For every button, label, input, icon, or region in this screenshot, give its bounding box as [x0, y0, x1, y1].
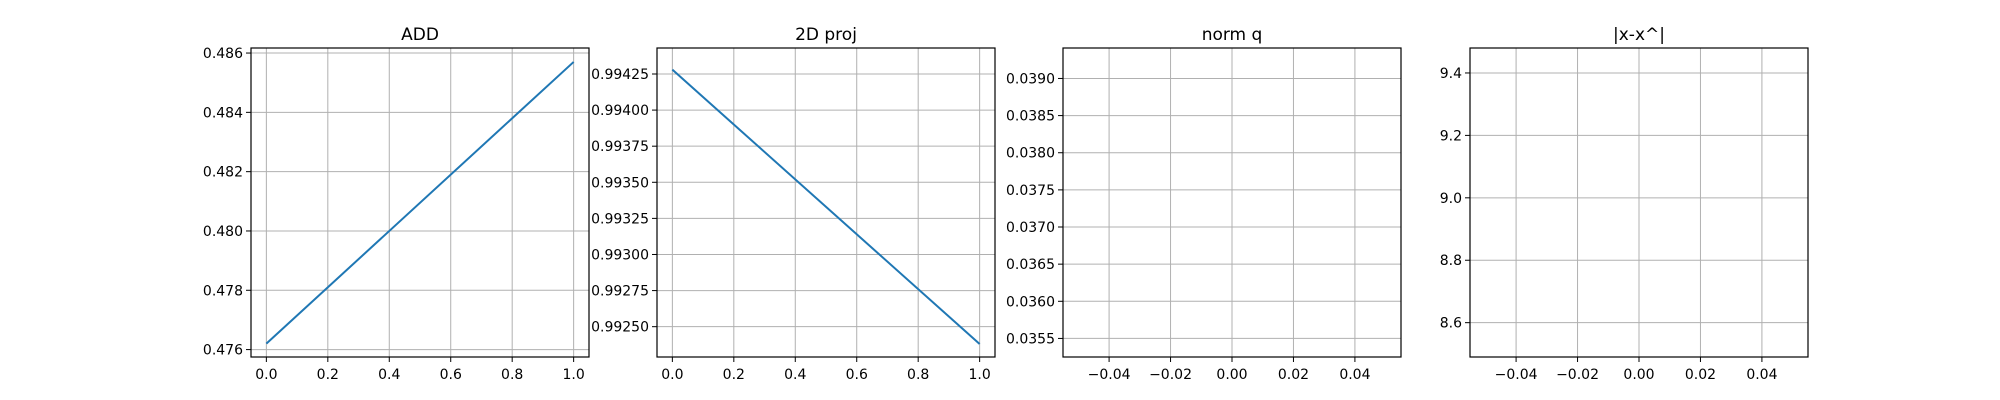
y-tick-label: 8.8	[1440, 253, 1462, 269]
x-tick-label: 0.00	[1623, 367, 1654, 383]
y-tick-label: 0.99350	[591, 175, 649, 191]
y-tick-label: 0.0385	[1006, 109, 1055, 125]
x-tick-label: 0.02	[1278, 367, 1309, 383]
y-tick-label: 0.480	[203, 224, 243, 240]
x-tick-label: 1.0	[969, 367, 991, 383]
y-tick-label: 0.99250	[591, 320, 649, 336]
y-tick-label: 0.0365	[1006, 257, 1055, 273]
axes-frame	[1469, 47, 1809, 358]
x-tick-label: 0.4	[378, 367, 400, 383]
subplot-4: −0.04 −0.02 0.00 0.02 0.04 8.6 8.8 9.0 9.2 9.4 |x-…	[1440, 25, 1809, 383]
subplot-title: 2D proj	[795, 25, 857, 45]
x-tick-label: 0.4	[784, 367, 806, 383]
x-tick-label: 0.0	[661, 367, 683, 383]
x-tick-label: 0.00	[1216, 367, 1247, 383]
y-tick-label: 9.0	[1440, 191, 1462, 207]
x-tick-label: −0.02	[1556, 367, 1599, 383]
subplot-title: norm q	[1202, 25, 1263, 45]
x-tick-label: 0.04	[1339, 367, 1370, 383]
y-tick-label: 0.0380	[1006, 146, 1055, 162]
y-tick-label: 0.476	[203, 343, 243, 359]
subplot-title: |x-x^|	[1613, 25, 1665, 45]
y-tick-label: 0.0375	[1006, 183, 1055, 199]
y-tick-label: 0.478	[203, 283, 243, 299]
y-tick-label: 0.99325	[591, 211, 649, 227]
x-tick-label: 0.2	[317, 367, 339, 383]
y-tick-label: 8.6	[1440, 316, 1462, 332]
x-tick-label: 0.8	[907, 367, 929, 383]
y-tick-label: 0.99400	[591, 103, 649, 119]
y-tick-label: 0.482	[203, 165, 243, 181]
x-tick-label: 0.04	[1746, 367, 1777, 383]
x-tick-label: 1.0	[563, 367, 585, 383]
x-tick-label: −0.04	[1495, 367, 1538, 383]
y-tick-label: 0.486	[203, 46, 243, 62]
x-tick-label: 0.2	[723, 367, 745, 383]
series-line-1	[671, 68, 981, 345]
y-tick-label: 0.484	[203, 105, 243, 121]
series-line-1	[265, 61, 575, 345]
y-tick-label: 0.0355	[1006, 331, 1055, 347]
x-tick-label: 0.6	[440, 367, 462, 383]
y-tick-label: 0.0360	[1006, 294, 1055, 310]
subplot-3: −0.04 −0.02 0.00 0.02 0.04 0.0355 0.0360 0.0365…	[1006, 25, 1402, 383]
x-tick-label: 0.0	[255, 367, 277, 383]
axes-frame	[250, 47, 590, 358]
y-tick-label: 0.99275	[591, 284, 649, 300]
x-tick-label: 0.8	[501, 367, 523, 383]
subplot-1: 0.0 0.2 0.4 0.6 0.8 1.0 0.476 0.478 0.480 0.482 0.…	[203, 25, 590, 383]
y-tick-label: 0.99425	[591, 67, 649, 83]
y-tick-label: 9.4	[1440, 66, 1462, 82]
y-tick-label: 0.99300	[591, 247, 649, 263]
subplot-title: ADD	[401, 25, 439, 45]
x-tick-label: 0.02	[1685, 367, 1716, 383]
x-tick-label: −0.04	[1088, 367, 1131, 383]
subplot-2: 0.0 0.2 0.4 0.6 0.8 1.0 0.99250 0.99275 0.99300 0…	[591, 25, 996, 383]
y-tick-label: 0.99375	[591, 139, 649, 155]
y-tick-label: 9.2	[1440, 128, 1462, 144]
x-tick-label: 0.6	[846, 367, 868, 383]
axes-frame	[1062, 47, 1402, 358]
x-tick-label: −0.02	[1149, 367, 1192, 383]
axes-frame	[656, 47, 996, 358]
y-tick-label: 0.0370	[1006, 220, 1055, 236]
y-tick-label: 0.0390	[1006, 71, 1055, 87]
